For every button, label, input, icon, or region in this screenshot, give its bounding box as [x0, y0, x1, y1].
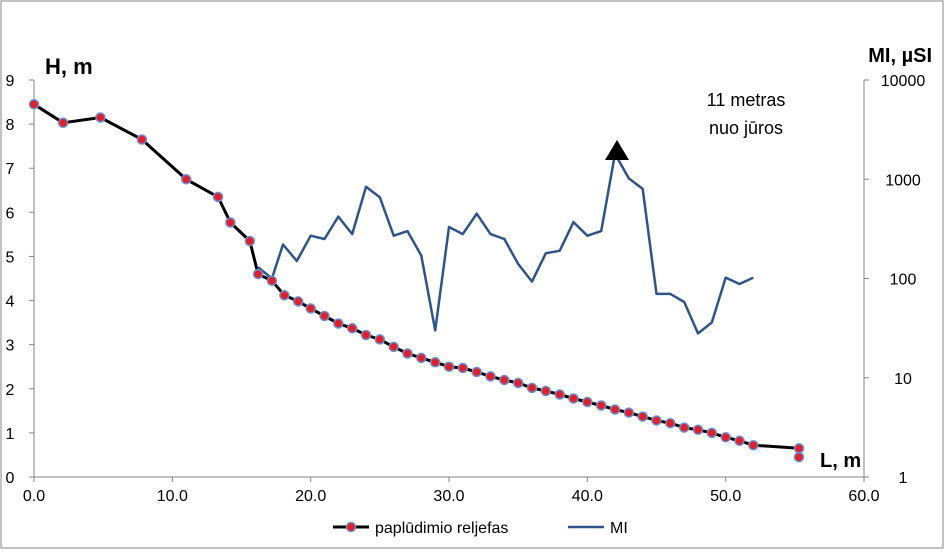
- profile-data-point: [706, 427, 718, 439]
- profile-data-point: [512, 377, 524, 389]
- y-left-tick-label: 9: [6, 73, 15, 90]
- profile-data-point: [346, 323, 358, 334]
- profile-data-point: [212, 191, 224, 203]
- profile-data-point: [609, 404, 621, 415]
- profile-data-point: [333, 318, 344, 329]
- profile-data-point: [692, 424, 704, 436]
- x-tick-label: 20.0: [295, 488, 326, 505]
- legend-profile-label: paplūdimio reljefas: [375, 520, 508, 537]
- profile-data-point: [95, 112, 106, 123]
- y-right-tick-label: 100: [890, 272, 917, 289]
- profile-data-point: [623, 407, 635, 418]
- profile-data-point: [279, 290, 290, 301]
- x-tick-label: 0.0: [23, 488, 45, 505]
- mi-series-line: [257, 152, 754, 335]
- y-left-tick-label: 1: [6, 426, 15, 443]
- profile-data-point: [443, 361, 455, 372]
- y-right-tick-label: 10000: [881, 73, 926, 90]
- y-left-tick-label: 6: [6, 205, 15, 222]
- profile-data-point: [305, 303, 316, 314]
- y-left-tick-label: 8: [6, 117, 15, 134]
- y-left-tick-label: 7: [6, 161, 15, 178]
- series-profile: [28, 99, 805, 463]
- y-left-tick-label: 0: [6, 470, 15, 487]
- legend-profile-marker: [345, 521, 357, 533]
- y-left-tick-label: 3: [6, 338, 15, 355]
- legend: paplūdimio reljefas MI: [333, 520, 628, 537]
- profile-data-point: [374, 334, 386, 345]
- profile-data-point: [402, 348, 413, 359]
- profile-data-point: [485, 371, 496, 382]
- x-axis-title: L, m: [820, 450, 861, 472]
- profile-data-point: [388, 341, 399, 353]
- profile-data-point: [720, 432, 731, 443]
- profile-data-point: [252, 268, 264, 280]
- annotation-arrow-icon: [605, 140, 629, 160]
- x-tick-label: 30.0: [433, 488, 464, 505]
- profile-data-point: [57, 117, 69, 129]
- profile-data-point: [582, 396, 593, 408]
- profile-data-point: [429, 357, 441, 368]
- profile-data-point: [471, 366, 482, 378]
- profile-data-point: [678, 422, 690, 433]
- profile-data-point: [748, 439, 759, 451]
- x-tick-label: 50.0: [710, 488, 741, 505]
- profile-data-point: [416, 352, 427, 364]
- profile-data-point: [266, 275, 278, 286]
- y-left-tick-label: 5: [6, 249, 15, 266]
- y-right-tick-label: 1: [899, 470, 908, 487]
- x-tick-label: 10.0: [157, 488, 188, 505]
- profile-data-point: [665, 417, 676, 429]
- profile-data-point: [595, 400, 607, 411]
- annotation-label-line-1: 11 metras: [707, 90, 786, 110]
- profile-data-point: [793, 443, 805, 454]
- y-right-tick-label: 10: [894, 371, 912, 388]
- profile-data-point: [526, 382, 538, 394]
- profile-data-point: [180, 174, 192, 185]
- profile-data-point: [457, 362, 469, 374]
- profile-data-point: [793, 451, 805, 463]
- profile-data-point: [540, 385, 552, 397]
- profile-data-point: [568, 393, 579, 404]
- profile-data-point: [554, 389, 565, 400]
- profile-data-point: [28, 99, 40, 110]
- profile-data-point: [734, 435, 745, 447]
- profile-data-point: [360, 329, 372, 341]
- profile-data-point: [244, 235, 256, 247]
- profile-data-point: [651, 415, 662, 426]
- profile-data-point: [319, 310, 330, 322]
- y-left-tick-label: 2: [6, 382, 15, 399]
- x-tick-label: 40.0: [572, 488, 603, 505]
- annotation-label-line-2: nuo jūros: [709, 118, 783, 138]
- y-left-tick-label: 4: [6, 294, 15, 311]
- y-left-axis-title: H, m: [45, 54, 93, 79]
- profile-data-point: [637, 411, 648, 422]
- profile-series-line: [33, 103, 800, 450]
- y-right-axis-title: MI, µSI: [868, 45, 932, 67]
- profile-data-point: [292, 296, 304, 307]
- x-tick-label: 60.0: [848, 488, 879, 505]
- profile-data-point: [499, 374, 510, 386]
- profile-data-point: [225, 217, 236, 228]
- series-mi: [257, 152, 754, 335]
- axes: 0.0 10.0 20.0 30.0 40.0 50.0 60.0 0 1 2 3 4 5 6 7 8 9 1 10…: [6, 73, 926, 505]
- legend-mi-label: MI: [610, 520, 628, 537]
- y-right-tick-label: 1000: [885, 172, 921, 189]
- profile-data-point: [136, 134, 148, 145]
